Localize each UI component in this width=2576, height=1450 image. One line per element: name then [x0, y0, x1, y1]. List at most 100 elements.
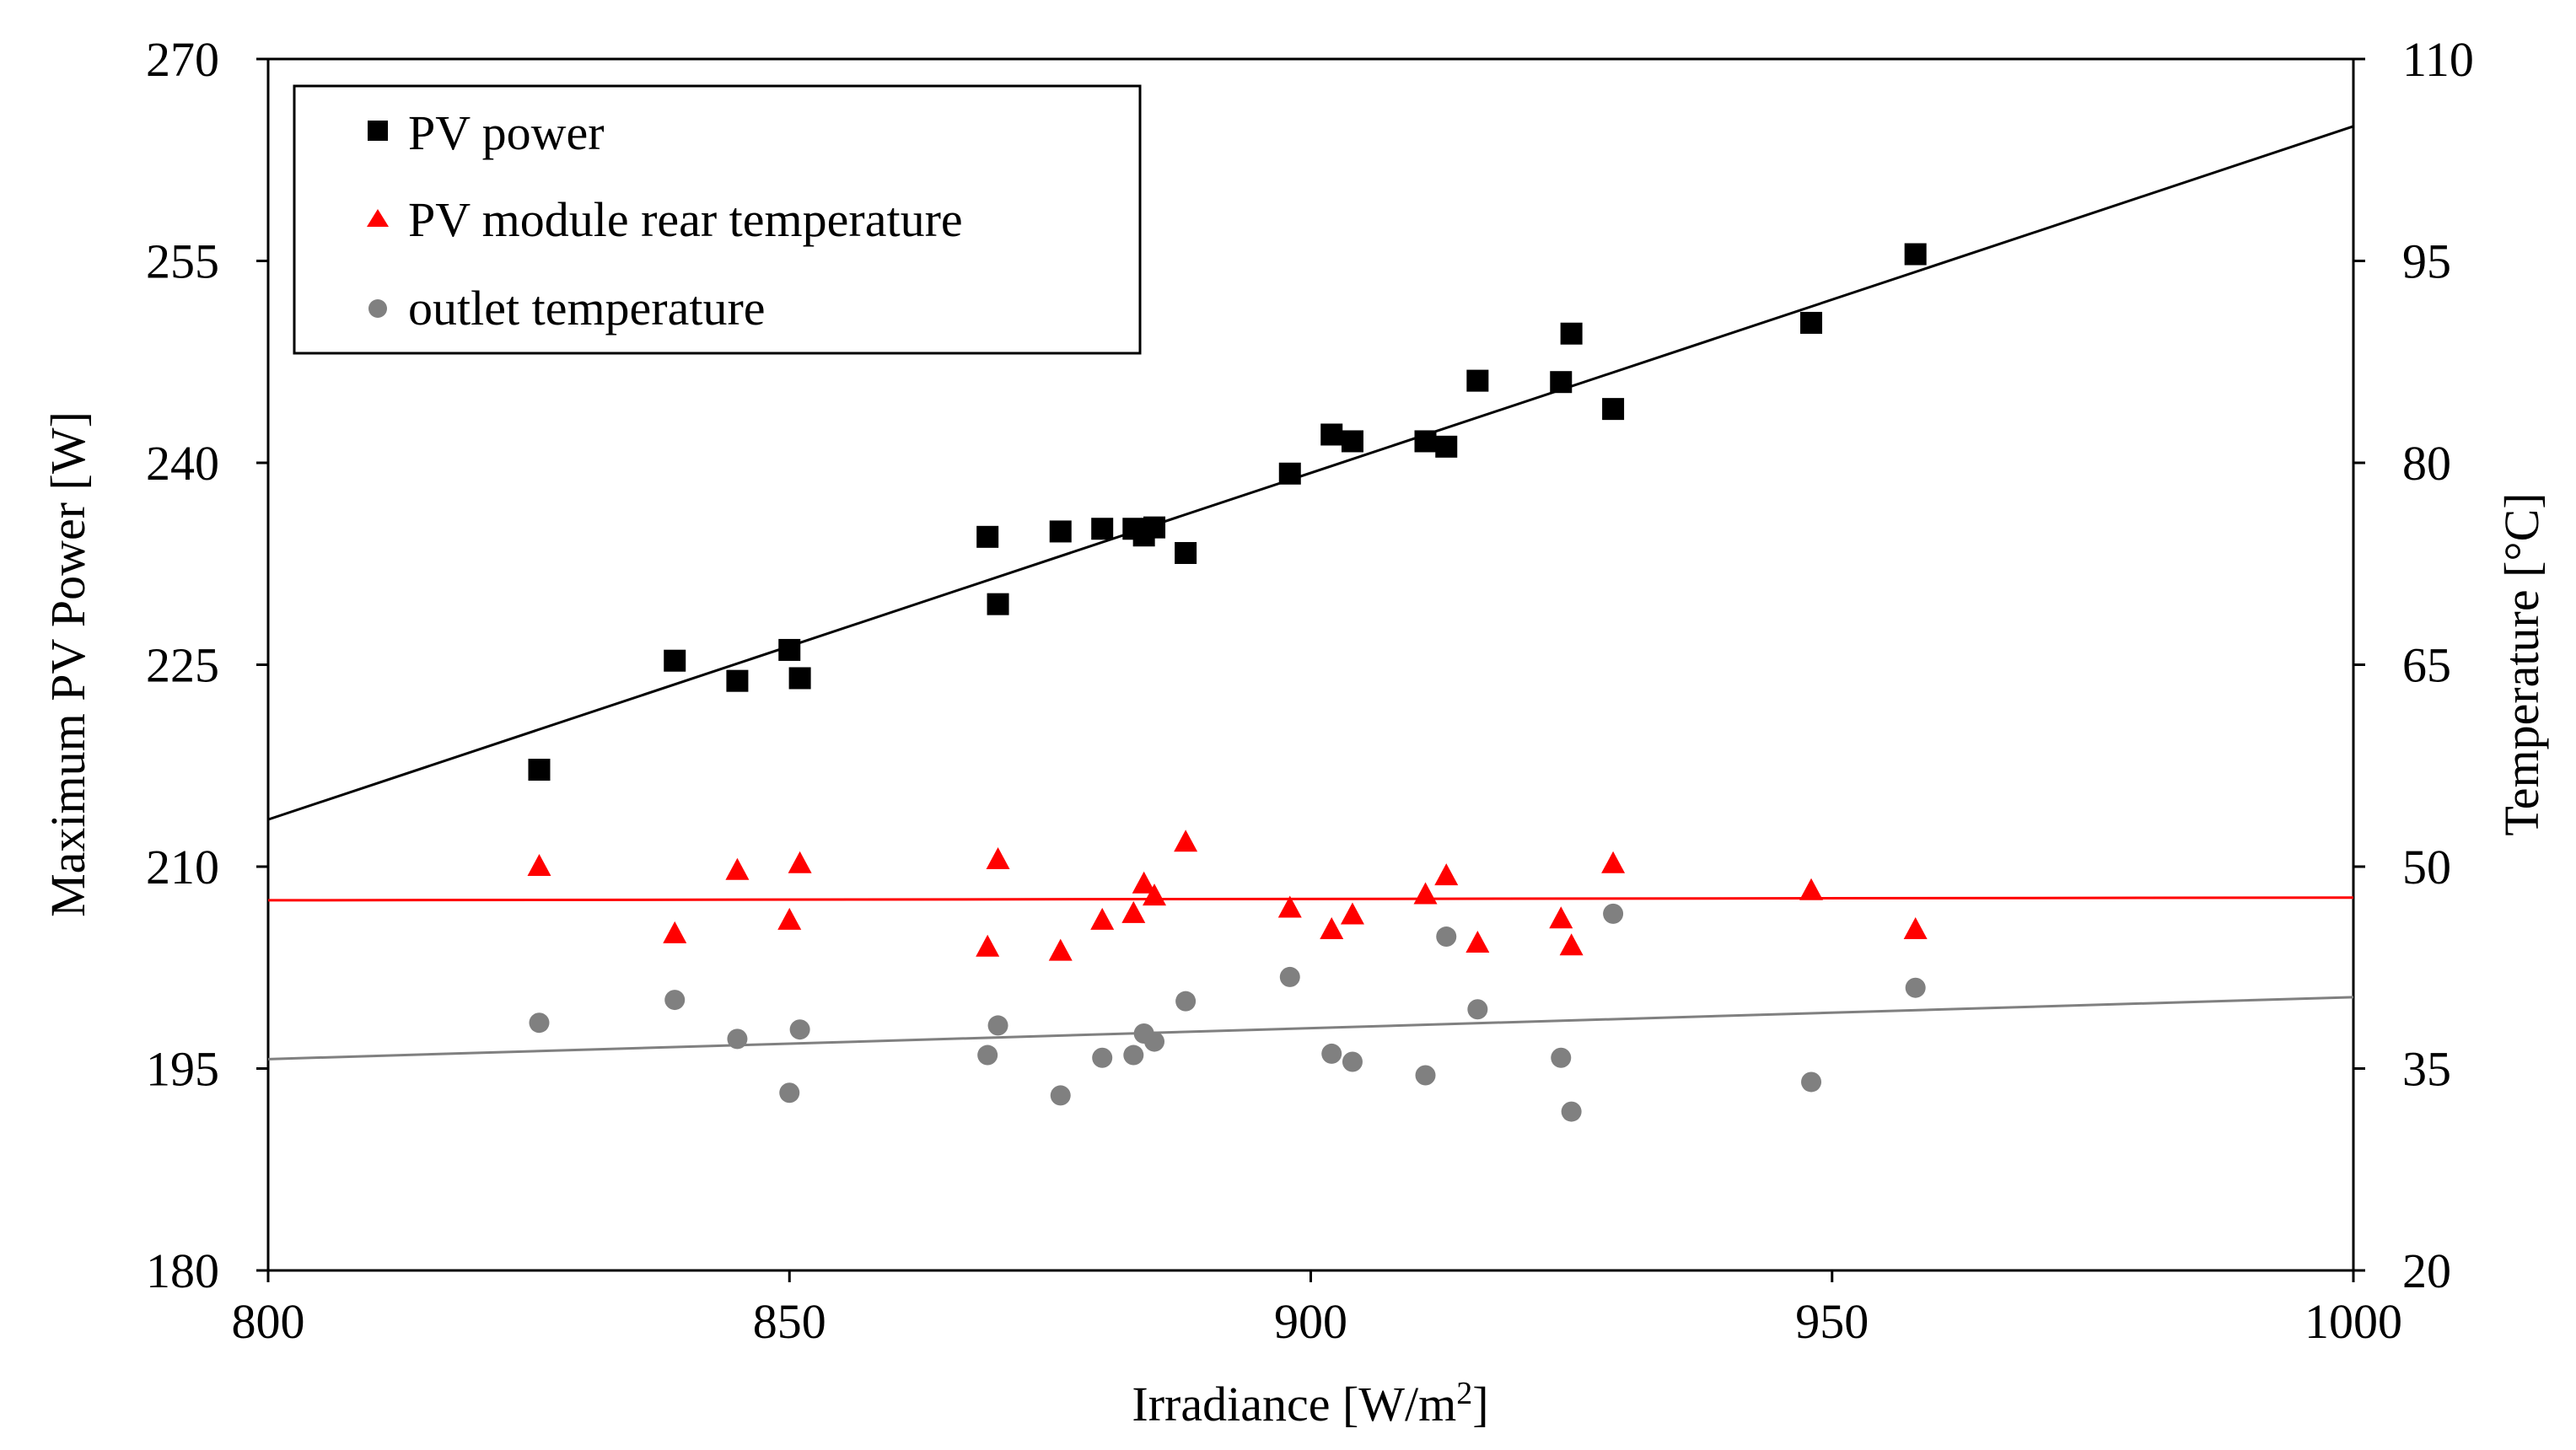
data-point-outlet-temperature [1801, 1071, 1822, 1093]
data-point-outlet-temperature [727, 1028, 748, 1050]
legend-marker-pv-power [368, 121, 388, 141]
data-point-rear-temperature [1132, 871, 1156, 894]
data-point-pv-power [1800, 311, 1823, 334]
data-point-rear-temperature [1799, 878, 1824, 900]
data-point-outlet-temperature [1436, 926, 1457, 948]
data-point-outlet-temperature [1561, 1101, 1582, 1122]
trendline-layer [267, 125, 2354, 1061]
data-point-rear-temperature [1413, 882, 1438, 905]
y2-tick-label: 80 [2402, 436, 2451, 491]
data-point-rear-temperature [1090, 907, 1115, 930]
data-point-rear-temperature [1174, 830, 1198, 852]
legend-marker-rear-temperature [367, 209, 389, 227]
legend: PV power PV module rear temperature outl… [293, 84, 1142, 355]
x-axis-title-main: Irradiance [W/m [1132, 1377, 1456, 1431]
data-point-rear-temperature [1277, 895, 1302, 918]
data-point-outlet-temperature [1050, 1085, 1071, 1106]
y-tick-label: 180 [146, 1243, 219, 1298]
legend-label-outlet-temperature: outlet temperature [408, 281, 766, 336]
y2-tick-label: 20 [2402, 1243, 2451, 1298]
x-axis-title: Irradiance [W/m2] [1132, 1376, 1488, 1431]
y-tick-label: 270 [146, 32, 219, 87]
x-tick-label: 800 [232, 1294, 305, 1349]
data-point-outlet-temperature [1321, 1043, 1342, 1064]
data-point-rear-temperature [1143, 883, 1167, 906]
trendline-triangle [267, 896, 2354, 902]
data-point-pv-power [778, 638, 801, 661]
data-point-pv-power [1091, 518, 1114, 540]
data-point-pv-power [1466, 369, 1489, 392]
data-point-pv-power [1904, 243, 1927, 266]
data-point-rear-temperature [725, 857, 750, 880]
data-point-outlet-temperature [1279, 966, 1300, 987]
data-point-layer [527, 243, 1928, 1122]
data-point-pv-power [1049, 520, 1072, 543]
data-point-rear-temperature [1340, 902, 1364, 925]
data-point-rear-temperature [1320, 917, 1344, 940]
y-axis-title: Maximum PV Power [W] [40, 411, 95, 917]
data-point-rear-temperature [1434, 863, 1459, 886]
data-point-rear-temperature [1121, 900, 1146, 923]
data-point-rear-temperature [1601, 851, 1626, 873]
data-point-pv-power [1278, 462, 1301, 485]
data-point-rear-temperature [1465, 931, 1490, 953]
data-point-pv-power [788, 667, 811, 690]
y-tick-label: 195 [146, 1042, 219, 1097]
data-point-pv-power [1560, 322, 1583, 345]
legend-marker-outlet-temperature [368, 299, 387, 318]
data-point-pv-power [1320, 423, 1343, 446]
data-point-outlet-temperature [1467, 999, 1488, 1020]
trendline-circle [267, 996, 2354, 1061]
data-point-outlet-temperature [1092, 1047, 1113, 1068]
data-point-outlet-temperature [1415, 1065, 1436, 1086]
data-point-outlet-temperature [987, 1015, 1008, 1036]
data-point-outlet-temperature [1905, 977, 1926, 998]
data-point-rear-temperature [788, 851, 812, 873]
x-axis-title-superscript: 2 [1456, 1376, 1472, 1411]
data-point-pv-power [726, 669, 749, 692]
data-point-pv-power [664, 649, 686, 672]
tick-layer: 800 850 900 950 1000 180 195 210 225 240 255 270 20 3… [146, 32, 2474, 1349]
legend-box [293, 84, 1142, 355]
data-point-outlet-temperature [1603, 903, 1624, 924]
data-point-pv-power [1550, 371, 1573, 394]
y-tick-label: 210 [146, 840, 219, 894]
data-point-pv-power [528, 759, 551, 781]
data-point-pv-power [1435, 435, 1458, 458]
data-point-pv-power [1602, 398, 1625, 421]
data-point-outlet-temperature [1342, 1051, 1363, 1072]
data-point-outlet-temperature [1123, 1045, 1144, 1066]
data-point-rear-temperature [1048, 938, 1073, 961]
data-point-rear-temperature [976, 934, 1000, 957]
x-tick-label: 900 [1274, 1294, 1347, 1349]
legend-label-rear-temperature: PV module rear temperature [408, 192, 963, 247]
data-point-rear-temperature [663, 921, 687, 943]
data-point-rear-temperature [777, 907, 802, 930]
data-point-rear-temperature [986, 847, 1010, 870]
data-point-outlet-temperature [779, 1082, 800, 1104]
legend-label-pv-power: PV power [408, 105, 605, 160]
data-point-outlet-temperature [1144, 1031, 1165, 1052]
data-point-pv-power [1143, 516, 1166, 539]
y2-tick-label: 65 [2402, 638, 2451, 693]
y2-axis-title: Temperature [°C] [2494, 492, 2549, 835]
data-point-outlet-temperature [977, 1045, 998, 1066]
x-axis-title-end: ] [1472, 1377, 1488, 1431]
y2-tick-label: 50 [2402, 840, 2451, 894]
data-point-pv-power [1175, 541, 1197, 564]
y2-tick-label: 95 [2402, 234, 2451, 289]
data-point-outlet-temperature [529, 1012, 550, 1034]
y-tick-label: 225 [146, 638, 219, 693]
trendline-square [267, 125, 2354, 821]
x-tick-label: 1000 [2304, 1294, 2402, 1349]
data-point-rear-temperature [1549, 906, 1573, 929]
data-point-rear-temperature [1903, 917, 1928, 940]
data-point-outlet-temperature [1551, 1047, 1572, 1068]
y2-tick-label: 110 [2402, 32, 2474, 87]
data-point-outlet-temperature [789, 1019, 810, 1040]
data-point-outlet-temperature [664, 990, 686, 1011]
y-tick-label: 240 [146, 436, 219, 491]
data-point-pv-power [976, 525, 999, 548]
x-tick-label: 950 [1795, 1294, 1869, 1349]
